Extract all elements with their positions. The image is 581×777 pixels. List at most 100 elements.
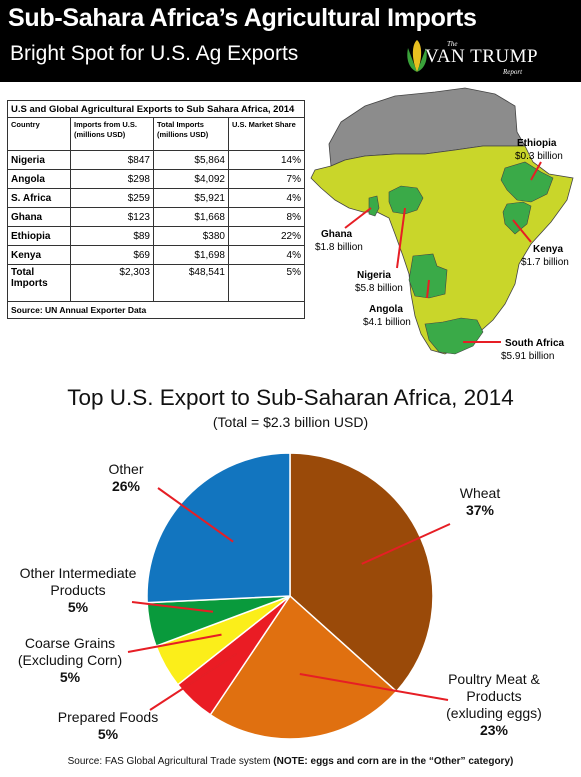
chart-title: Top U.S. Export to Sub-Saharan Africa, 2… [67,385,514,410]
pie-value-label-3: 5% [60,669,81,685]
table-cell: 5% [228,264,305,302]
chart-source: Source: FAS Global Agricultural Trade sy… [0,756,581,767]
nigeria-leader-line [396,207,406,269]
table-cell: $298 [70,169,154,189]
kenya-leader-line [512,219,532,243]
pie-label-5: Other [108,461,143,477]
table-row-total: Total Imports $2,303 $48,541 5% [7,264,305,302]
pie-label-4: Products [50,582,105,598]
pie-label-0: Wheat [460,485,501,501]
pie-leader-line-0 [361,523,451,565]
map-value-nigeria: $5.8 billion [355,283,403,294]
pie-label-1: Products [466,688,521,704]
table-cell: Kenya [7,245,71,265]
ethiopia-shape [500,161,554,203]
nigeria-shape [388,185,424,215]
table-cell: $5,864 [153,150,229,170]
africa-map: Ethiopia $0.3 billion Ghana $1.8 billion… [310,87,574,362]
ghana-shape [368,195,380,217]
pie-value-label-2: 5% [98,726,119,742]
table-cell: 14% [228,150,305,170]
table-row: Ethiopia $89 $380 22% [7,226,305,246]
imports-table: U.S and Global Agricultural Exports to S… [7,100,305,319]
map-label-kenya: Kenya [533,244,563,255]
map-label-ghana: Ghana [321,229,353,240]
table-cell: $1,668 [153,207,229,227]
table-cell: $847 [70,150,154,170]
table-cell: 4% [228,245,305,265]
chart-subtitle: (Total = $2.3 billion USD) [212,414,369,430]
map-value-south-africa: $5.91 billion [501,351,554,362]
table-cell: 8% [228,207,305,227]
pie-leader-line-4 [131,601,214,613]
pie-value-label-0: 37% [466,502,495,518]
pie-leader-line-5 [157,487,234,543]
table-cell: $4,092 [153,169,229,189]
pie-label-1: (exluding eggs) [446,705,542,721]
ghana-leader-line [344,207,372,229]
header-banner: Sub-Sahara Africa’s Agricultural Imports… [0,0,581,82]
angola-leader-line [426,279,430,299]
pie-value-label-1: 23% [480,722,509,738]
table-cell: S. Africa [7,188,71,208]
map-value-angola: $4.1 billion [363,317,411,328]
pie-label-3: (Excluding Corn) [18,652,122,668]
ethiopia-leader-line [530,161,542,181]
table-cell: $380 [153,226,229,246]
map-label-south-africa: South Africa [505,338,565,349]
logo-the: The [447,40,458,48]
map-value-kenya: $1.7 billion [521,257,569,268]
table-cell: $123 [70,207,154,227]
table-cell: Nigeria [7,150,71,170]
south-africa-shape [424,317,484,355]
table-cell: 22% [228,226,305,246]
map-value-ghana: $1.8 billion [315,242,363,253]
table-cell: Angola [7,169,71,189]
table-row: S. Africa $259 $5,921 4% [7,188,305,208]
logo-brand: VAN TRUMP [425,46,539,67]
table-header-total-imports: Total Imports (millions USD) [153,117,229,151]
table-row: Kenya $69 $1,698 4% [7,245,305,265]
map-value-ethiopia: $0.3 billion [515,151,563,162]
pie-label-4: Other Intermediate [20,565,137,581]
pie-leader-line-1 [299,673,449,701]
table-cell: 4% [228,188,305,208]
table-header-us-imports: Imports from U.S. (millions USD) [70,117,154,151]
source-note: (NOTE: eggs and corn are in the “Other” … [273,756,514,767]
table-cell: $259 [70,188,154,208]
table-row: Angola $298 $4,092 7% [7,169,305,189]
corn-ear-icon [407,40,427,72]
map-label-nigeria: Nigeria [357,270,391,281]
table-header-market-share: U.S. Market Share [228,117,305,151]
table-cell: $5,921 [153,188,229,208]
pie-label-1: Poultry Meat & [448,671,540,687]
pie-value-label-4: 5% [68,599,89,615]
pie-leader-line-3 [127,633,222,653]
map-label-angola: Angola [369,304,403,315]
table-caption: U.S and Global Agricultural Exports to S… [7,100,305,118]
table-source: Source: UN Annual Exporter Data [7,301,305,319]
pie-label-2: Prepared Foods [58,709,158,725]
table-row: Nigeria $847 $5,864 14% [7,150,305,170]
pie-leader-line-2 [149,652,238,711]
table-row: Ghana $123 $1,668 8% [7,207,305,227]
table-cell: Ethiopia [7,226,71,246]
table-cell: $1,698 [153,245,229,265]
pie-slice-1 [209,594,398,740]
logo-report: Report [503,68,523,76]
van-trump-logo: The VAN TRUMP Report [405,38,575,78]
table-header-country: Country [7,117,71,151]
pie-slice-5 [146,452,291,604]
table-cell: $69 [70,245,154,265]
table-cell: $89 [70,226,154,246]
table-cell: Ghana [7,207,71,227]
table-cell: $2,303 [70,264,154,302]
pie-value-label-5: 26% [112,478,141,494]
angola-shape [408,253,448,299]
page-title: Sub-Sahara Africa’s Agricultural Imports [8,4,477,32]
pie-label-3: Coarse Grains [25,635,115,651]
map-label-ethiopia: Ethiopia [517,138,557,149]
source-text: Source: FAS Global Agricultural Trade sy… [67,756,274,767]
table-cell: 7% [228,169,305,189]
